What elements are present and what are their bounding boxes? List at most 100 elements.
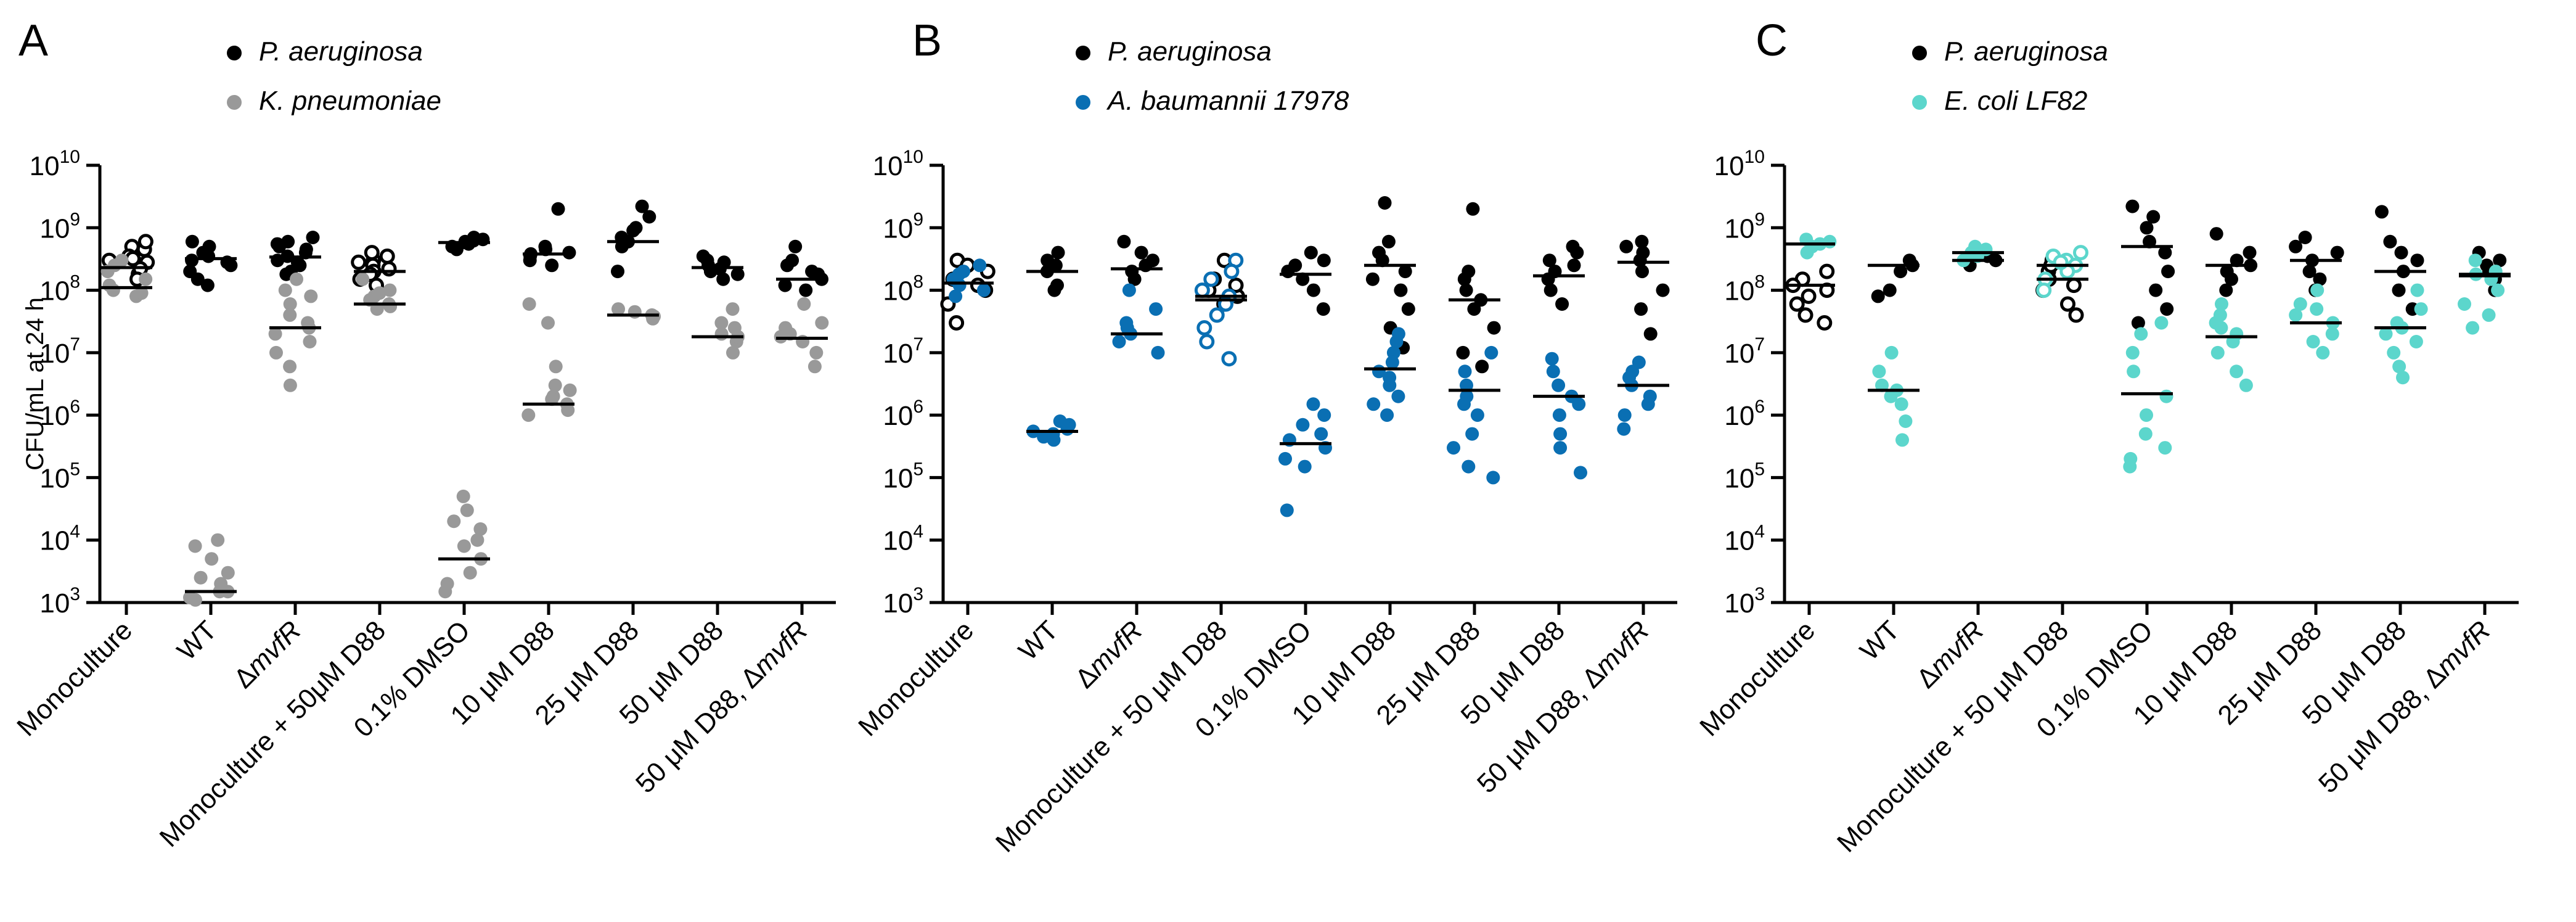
- y-tick-label: 107: [39, 334, 80, 369]
- series-group: [1117, 234, 1159, 286]
- data-point: [1459, 283, 1473, 297]
- data-point: [1401, 302, 1415, 316]
- y-tick-label: 109: [1724, 209, 1765, 244]
- data-point: [460, 503, 474, 517]
- data-point: [2158, 245, 2172, 260]
- series-group: [523, 202, 576, 273]
- data-point: [1127, 272, 1142, 286]
- data-point: [716, 272, 730, 286]
- data-point: [726, 345, 740, 360]
- data-point: [1617, 408, 1632, 422]
- series-group: [1617, 355, 1657, 436]
- data-point: [1314, 427, 1328, 441]
- data-point: [1542, 253, 1556, 268]
- data-point: [1278, 451, 1292, 466]
- data-point: [134, 286, 149, 300]
- data-point: [2159, 389, 2173, 403]
- data-point: [2134, 327, 2148, 341]
- data-point: [278, 283, 292, 297]
- data-point: [1112, 335, 1126, 348]
- data-point: [221, 566, 235, 580]
- data-point: [642, 210, 656, 224]
- legend-marker: [227, 95, 242, 110]
- data-point: [1383, 371, 1397, 385]
- series-group: [1871, 253, 1920, 303]
- y-tick-label: 108: [39, 272, 80, 307]
- data-point: [774, 330, 788, 344]
- panel-letter: B: [912, 16, 942, 65]
- data-point: [2127, 364, 2141, 379]
- data-point: [2158, 441, 2172, 455]
- data-point: [714, 327, 729, 341]
- data-point: [1979, 242, 1993, 257]
- data-point: [611, 302, 625, 316]
- data-point: [283, 297, 297, 311]
- data-point: [1634, 302, 1648, 316]
- data-point: [1060, 422, 1074, 436]
- data-point: [561, 403, 575, 418]
- data-point: [205, 552, 219, 566]
- data-point: [370, 302, 384, 316]
- data-point: [2149, 283, 2163, 297]
- y-tick-label: 103: [883, 584, 923, 619]
- data-point: [952, 267, 966, 281]
- data-point: [351, 254, 367, 270]
- data-point: [303, 335, 317, 348]
- x-tick-label: ΔmvfR: [1069, 615, 1148, 694]
- data-point: [2161, 265, 2175, 279]
- data-point: [2210, 345, 2225, 360]
- data-point: [2310, 283, 2325, 297]
- data-point: [1544, 283, 1558, 297]
- legend-marker: [1076, 46, 1090, 60]
- data-point: [383, 299, 398, 313]
- data-point: [2293, 297, 2307, 311]
- data-point: [2154, 316, 2169, 330]
- data-point: [563, 383, 577, 397]
- data-point: [549, 360, 563, 374]
- data-point: [1280, 503, 1294, 517]
- data-point: [2219, 283, 2233, 297]
- data-point: [696, 249, 710, 263]
- data-point: [809, 345, 824, 360]
- data-point: [1899, 414, 1913, 428]
- data-point: [1288, 258, 1302, 273]
- data-point: [2482, 308, 2496, 322]
- data-point: [1895, 433, 1909, 447]
- data-point: [2330, 245, 2344, 260]
- data-point: [2396, 371, 2410, 385]
- data-point: [456, 489, 470, 503]
- data-point: [364, 245, 380, 261]
- data-point: [1306, 283, 1320, 297]
- data-point: [976, 283, 991, 297]
- data-point: [1380, 408, 1394, 422]
- data-point: [2131, 316, 2145, 330]
- data-point: [2310, 302, 2324, 316]
- legend-label: A. baumannii 17978: [1106, 86, 1349, 116]
- data-point: [797, 297, 811, 311]
- data-point: [2491, 283, 2505, 297]
- data-point: [379, 249, 395, 264]
- legend-label: P. aeruginosa: [259, 36, 423, 67]
- series-group: [2209, 297, 2253, 392]
- data-point: [1466, 202, 1480, 216]
- data-point: [1819, 263, 1835, 279]
- data-point: [2374, 205, 2389, 219]
- series-group: [1447, 345, 1500, 485]
- data-point: [1151, 345, 1165, 360]
- data-point: [1552, 378, 1566, 392]
- series-group: [438, 489, 488, 599]
- data-point: [1117, 234, 1131, 249]
- data-point: [467, 234, 481, 248]
- data-point: [952, 278, 967, 292]
- data-point: [799, 283, 813, 297]
- data-point: [1883, 283, 1897, 297]
- data-point: [2298, 231, 2312, 244]
- data-point: [139, 272, 153, 286]
- data-point: [551, 202, 565, 216]
- data-point: [2125, 345, 2140, 360]
- data-point: [1553, 441, 1568, 455]
- data-point: [1800, 245, 1814, 260]
- data-point: [714, 316, 729, 330]
- data-point: [2289, 239, 2303, 253]
- data-point: [1224, 263, 1240, 279]
